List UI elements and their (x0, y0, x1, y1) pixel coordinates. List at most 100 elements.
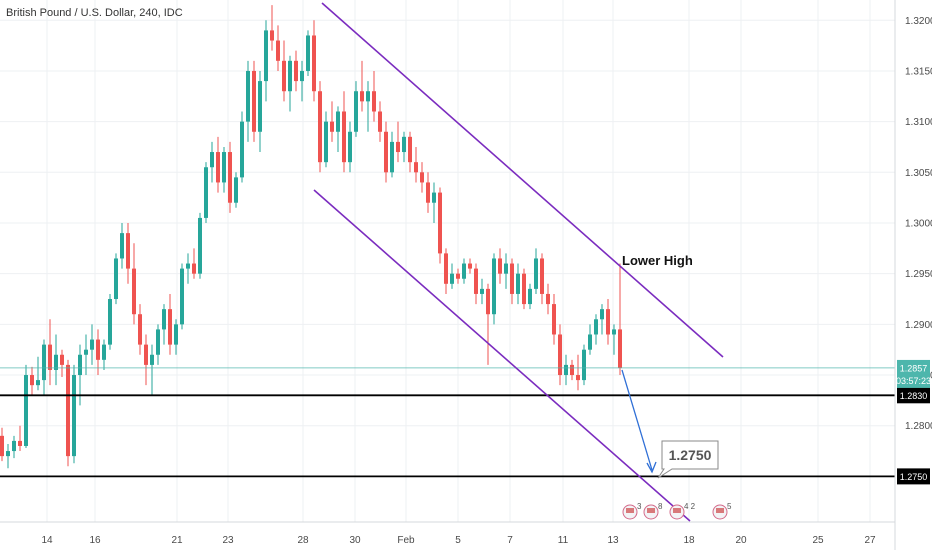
x-tick-label: 27 (864, 535, 876, 546)
candle (588, 324, 592, 355)
candle (60, 349, 64, 378)
y-tick-label: 1.2800 (905, 421, 932, 432)
event-marker[interactable]: 4 2 (669, 502, 696, 520)
candle-body (558, 334, 562, 376)
candle-body (264, 30, 268, 82)
candle (174, 319, 178, 355)
candle (192, 248, 196, 279)
target-label: 1.2750 (669, 447, 712, 463)
candle (48, 319, 52, 386)
candle-body (498, 258, 502, 274)
projection-arrow[interactable] (621, 369, 653, 471)
x-tick-label: 25 (812, 535, 824, 546)
candle (432, 182, 436, 223)
candle-body (618, 329, 622, 368)
candle (168, 293, 172, 355)
economic-events[interactable]: 3 8 4 2 5 (622, 502, 732, 520)
candle (330, 101, 334, 142)
candle-body (546, 293, 550, 305)
flag-stripe-icon (647, 508, 655, 513)
candle (96, 329, 100, 376)
candle (366, 81, 370, 132)
candle-body (378, 111, 382, 132)
x-tick-label: 11 (558, 535, 569, 546)
event-count: 3 (637, 502, 642, 511)
x-tick-label: Feb (397, 535, 415, 546)
lower-high-annotation[interactable]: Lower High (622, 253, 693, 268)
candle (492, 253, 496, 325)
candle (72, 364, 76, 464)
callout-box (657, 440, 719, 479)
candle-body (36, 380, 40, 386)
candle (528, 283, 532, 310)
drawing-layer[interactable]: Lower High 1.2750 (0, 2, 895, 522)
candle (288, 55, 292, 112)
channel-upper-line[interactable] (321, 2, 724, 358)
candle (84, 334, 88, 376)
candle-body (612, 329, 616, 335)
y-tick-label: 1.3100 (905, 117, 932, 128)
candle-body (372, 91, 376, 112)
candle (420, 162, 424, 193)
event-marker[interactable]: 8 (643, 502, 663, 520)
x-tick-label: 7 (507, 535, 513, 546)
candle-body (288, 60, 292, 92)
candle-body (270, 30, 274, 41)
candle (570, 359, 574, 381)
candle-body (588, 334, 592, 350)
candle-body (150, 354, 154, 365)
candle (114, 253, 118, 305)
candle (480, 278, 484, 305)
candle-body (282, 60, 286, 92)
candle-body (480, 288, 484, 294)
candle (186, 253, 190, 284)
candle (384, 121, 388, 183)
candle (576, 354, 580, 391)
candle-body (462, 263, 466, 279)
x-tick-label: 20 (735, 535, 747, 546)
candle (606, 299, 610, 345)
candle-body (6, 451, 10, 457)
candle (312, 20, 316, 102)
candle-body (30, 375, 34, 386)
candle (204, 162, 208, 223)
candle (270, 5, 274, 51)
candle (402, 131, 406, 163)
target-callout[interactable]: 1.2750 (657, 440, 719, 479)
candle (444, 248, 448, 294)
candle-body (222, 152, 226, 183)
candle (552, 293, 556, 345)
candle-body (360, 91, 364, 102)
candle-body (390, 141, 394, 173)
candle (414, 146, 418, 183)
flag-stripe-icon (716, 508, 724, 513)
candle-body (534, 258, 538, 289)
flag-stripe-icon (673, 508, 681, 513)
event-marker[interactable]: 5 (712, 502, 732, 520)
candle-body (576, 375, 580, 381)
event-marker[interactable]: 3 (622, 502, 642, 520)
candle-body (24, 375, 28, 446)
chart-grid (0, 0, 895, 522)
candle-body (186, 263, 190, 269)
candle (120, 222, 124, 269)
candle (390, 131, 394, 178)
candle (318, 81, 322, 173)
candle (354, 81, 358, 137)
candle-body (324, 121, 328, 163)
x-tick-label: 16 (89, 535, 101, 546)
candle-body (450, 273, 454, 284)
x-tick-label: 21 (171, 535, 183, 546)
candle-body (468, 263, 472, 269)
candle (594, 314, 598, 345)
candle (42, 339, 46, 396)
channel-lower-line[interactable] (313, 189, 691, 522)
flag-stripe-icon (626, 508, 634, 513)
candle-body (180, 268, 184, 325)
candle-body (552, 304, 556, 335)
candle-body (396, 141, 400, 153)
candle (468, 258, 472, 274)
arrowhead-icon (646, 461, 657, 474)
candle-body (564, 364, 568, 376)
